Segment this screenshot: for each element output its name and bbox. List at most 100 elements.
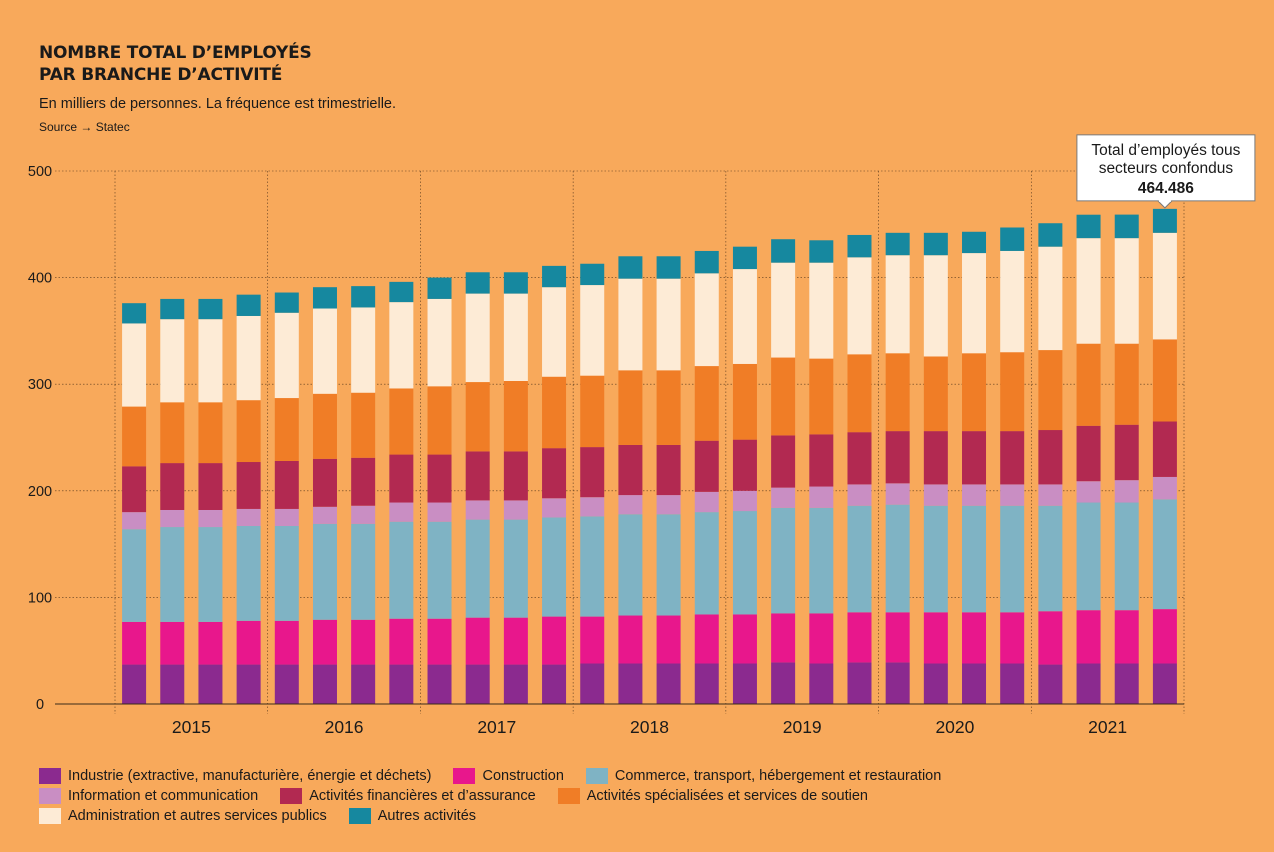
- bar-segment: [312, 664, 337, 704]
- bar-segment: [618, 256, 643, 279]
- bar-segment: [694, 440, 719, 492]
- bar-segment: [962, 253, 987, 354]
- bar-segment: [122, 664, 147, 704]
- bar-segment: [771, 487, 796, 508]
- bar-segment: [427, 298, 452, 387]
- bar-segment: [236, 315, 261, 401]
- bar-segment: [1000, 431, 1025, 485]
- bar-segment: [274, 508, 299, 526]
- bar-segment: [312, 619, 337, 665]
- bar-segment: [923, 505, 948, 613]
- bar-segment: [771, 357, 796, 436]
- bar-segment: [465, 293, 490, 383]
- bar-segment: [580, 375, 605, 448]
- y-tick-label: 0: [36, 697, 44, 713]
- bar-segment: [351, 457, 376, 506]
- bar-segment: [312, 458, 337, 507]
- bar-segment: [274, 460, 299, 509]
- callout-value: 464.486: [1138, 180, 1194, 197]
- bar-segment: [312, 308, 337, 394]
- bar-segment: [1114, 663, 1139, 704]
- bar-segment: [503, 381, 528, 452]
- bar-segment: [503, 617, 528, 665]
- bar-segment: [618, 495, 643, 515]
- y-tick-label: 200: [28, 484, 52, 500]
- bar-segment: [503, 664, 528, 704]
- bar-segment: [1114, 424, 1139, 481]
- bar-segment: [885, 353, 910, 432]
- chart-source: Source → Statec: [39, 120, 130, 134]
- bar-segment: [427, 277, 452, 299]
- bar-segment: [809, 358, 834, 435]
- bar-segment: [312, 287, 337, 309]
- bar-segment: [962, 353, 987, 432]
- bar-segment: [732, 363, 757, 440]
- x-year-label: 2016: [325, 717, 364, 737]
- legend-item-information: Information et communication: [39, 788, 258, 804]
- legend-label: Construction: [482, 768, 564, 784]
- bar-segment: [1114, 480, 1139, 503]
- bar-segment: [542, 265, 567, 288]
- bar-segment: [885, 431, 910, 484]
- bar-segment: [771, 435, 796, 488]
- bar-segment: [1038, 505, 1063, 612]
- bar-segment: [160, 319, 185, 403]
- bar-segment: [427, 618, 452, 665]
- bar-segment: [274, 525, 299, 621]
- bar-segment: [580, 447, 605, 498]
- bar-segment: [1076, 425, 1101, 482]
- chart-subtitle: En milliers de personnes. La fréquence e…: [39, 96, 397, 112]
- bar-segment: [656, 495, 681, 515]
- bar-segment: [236, 508, 261, 526]
- bar-segment: [694, 512, 719, 615]
- bar-segment: [236, 525, 261, 621]
- legend-swatch: [585, 768, 608, 784]
- bar-segment: [962, 612, 987, 664]
- bar-segment: [1152, 208, 1177, 233]
- bar-segment: [962, 484, 987, 506]
- legend-swatch: [39, 768, 61, 784]
- bar-segment: [1152, 232, 1177, 340]
- bar-segment: [1152, 476, 1177, 500]
- bar-segment: [465, 382, 490, 452]
- bar-segment: [236, 462, 261, 509]
- bar-segment: [1000, 484, 1025, 506]
- bar-segment: [503, 519, 528, 618]
- bar-segment: [1038, 246, 1063, 351]
- legend-item-industrie: Industrie (extractive, manufacturière, é…: [39, 768, 431, 784]
- y-tick-label: 500: [28, 164, 52, 180]
- bar-segment: [732, 269, 757, 364]
- bar-segment: [923, 232, 948, 256]
- bar-segment: [1038, 611, 1063, 665]
- bar-segment: [122, 512, 147, 530]
- legend-item-administration: Administration et autres services public…: [39, 808, 327, 824]
- bar-segment: [809, 507, 834, 614]
- bar-segment: [1152, 609, 1177, 664]
- bar-segment: [503, 293, 528, 382]
- callout-box: [1076, 134, 1256, 202]
- bar-segment: [694, 663, 719, 704]
- bar-segment: [122, 406, 147, 467]
- bar-segment: [656, 663, 681, 704]
- bar-segment: [771, 239, 796, 263]
- bar-segment: [198, 402, 223, 464]
- bar-segment: [1000, 227, 1025, 251]
- bar-segment: [465, 272, 490, 294]
- bar-segment: [427, 502, 452, 522]
- bar-segment: [847, 505, 872, 613]
- bar-segment: [1000, 663, 1025, 704]
- bar-segment: [809, 262, 834, 359]
- bar-segment: [1000, 505, 1025, 613]
- bar-segment: [503, 500, 528, 520]
- bar-segment: [771, 507, 796, 614]
- chart-title: NOMBRE TOTAL D’EMPLOYÉS PAR BRANCHE D’AC…: [39, 42, 312, 86]
- bar-segment: [312, 523, 337, 620]
- bar-segment: [656, 444, 681, 496]
- bar-segment: [198, 463, 223, 510]
- legend: Industrie (extractive, manufacturière, é…: [39, 766, 963, 826]
- chart-title-line-1: NOMBRE TOTAL D’EMPLOYÉS: [39, 43, 312, 63]
- bar-segment: [1114, 610, 1139, 664]
- bar-segment: [809, 240, 834, 263]
- legend-item-financieres: Activités financières et d’assurance: [280, 788, 536, 804]
